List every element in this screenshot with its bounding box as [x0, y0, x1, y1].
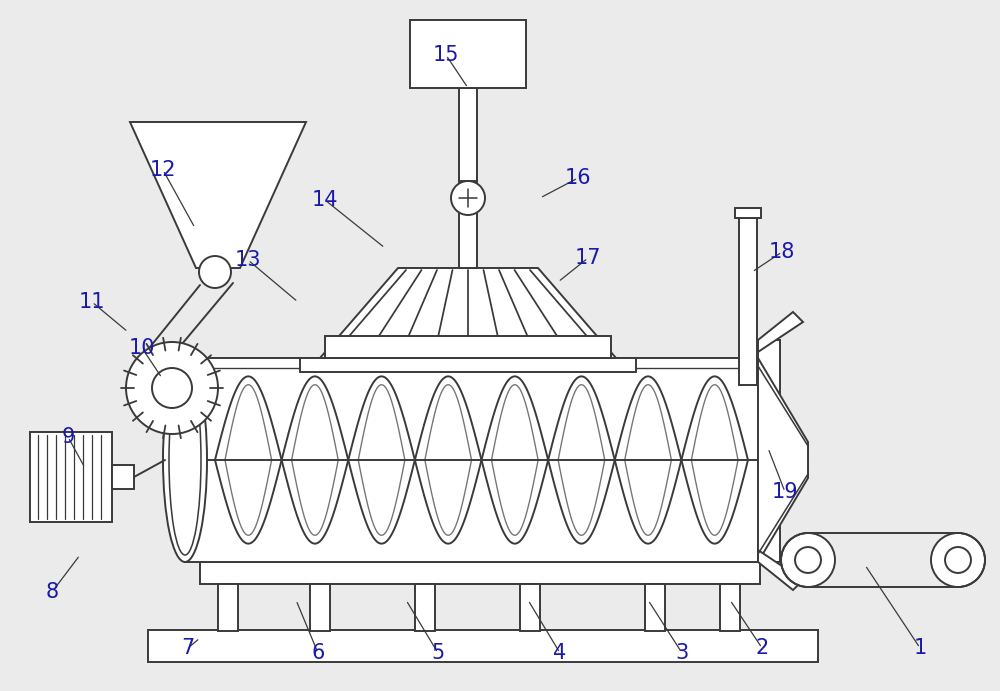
Ellipse shape: [169, 365, 201, 555]
Circle shape: [199, 256, 231, 288]
Text: 3: 3: [675, 643, 689, 663]
Text: 16: 16: [565, 168, 591, 188]
Bar: [459, 178, 477, 268]
Text: 13: 13: [235, 250, 261, 270]
Text: 10: 10: [129, 338, 155, 358]
Circle shape: [126, 342, 218, 434]
Text: 17: 17: [575, 248, 601, 268]
Bar: [720, 584, 740, 631]
Text: 14: 14: [312, 190, 338, 210]
Bar: [520, 584, 540, 631]
Bar: [200, 562, 760, 584]
Text: 18: 18: [769, 242, 795, 262]
Text: 11: 11: [79, 292, 105, 312]
Text: 15: 15: [433, 45, 459, 65]
Polygon shape: [758, 312, 803, 352]
Polygon shape: [320, 268, 616, 358]
Text: 9: 9: [61, 427, 75, 447]
Circle shape: [451, 181, 485, 215]
Circle shape: [152, 368, 192, 408]
Text: 7: 7: [181, 638, 195, 658]
Bar: [415, 584, 435, 631]
Circle shape: [931, 533, 985, 587]
Bar: [735, 208, 761, 218]
Polygon shape: [758, 358, 808, 562]
Polygon shape: [130, 122, 306, 268]
Text: 2: 2: [755, 638, 769, 658]
Ellipse shape: [163, 358, 207, 562]
Bar: [739, 218, 757, 385]
Circle shape: [781, 533, 835, 587]
Polygon shape: [758, 550, 803, 590]
Bar: [325, 336, 611, 358]
Text: 6: 6: [311, 643, 325, 663]
Text: 1: 1: [913, 638, 927, 658]
Text: 5: 5: [431, 643, 445, 663]
Bar: [645, 584, 665, 631]
Circle shape: [795, 547, 821, 573]
Bar: [112, 465, 134, 489]
Text: 19: 19: [772, 482, 798, 502]
Bar: [30, 432, 112, 522]
Circle shape: [945, 547, 971, 573]
Bar: [185, 358, 758, 562]
Text: 12: 12: [150, 160, 176, 180]
Bar: [300, 358, 636, 372]
Bar: [218, 584, 238, 631]
Text: 4: 4: [553, 643, 567, 663]
Text: 8: 8: [45, 582, 59, 602]
Bar: [459, 88, 477, 181]
Bar: [758, 340, 780, 562]
Bar: [410, 20, 526, 88]
Bar: [310, 584, 330, 631]
Bar: [148, 630, 818, 662]
